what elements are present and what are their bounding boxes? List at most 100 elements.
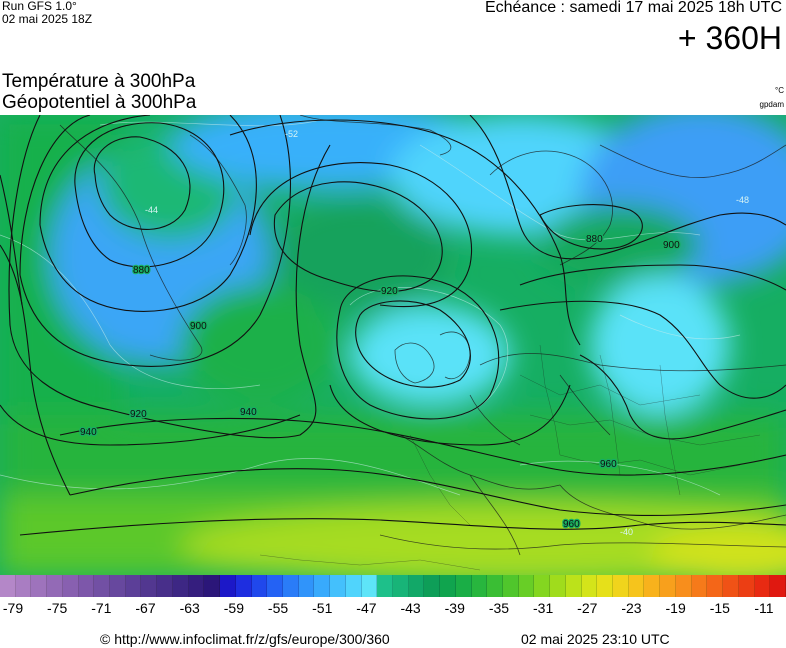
color-scale-label: -15 [709,600,730,616]
color-scale-cell [110,575,126,597]
color-scale-cell [487,575,503,597]
color-scale-cell [141,575,158,597]
color-scale-cell [125,575,142,597]
color-scale-cell [738,575,755,597]
color-scale-cell [31,575,48,597]
color-scale-label: -11 [754,600,774,616]
color-scale-cell [691,575,708,597]
color-scale-label: -75 [47,600,68,616]
color-scale-cell [78,575,95,597]
color-scale-cell [503,575,519,597]
isotherm-label: -44 [145,205,158,215]
forecast-hour: + 360H [677,20,782,56]
forecast-valid-time: Echéance : samedi 17 mai 2025 18h UTC [484,0,782,16]
color-scale-cell [660,575,676,597]
title-temperature: Température à 300hPa [2,71,196,92]
color-scale-label: -71 [91,600,112,616]
unit-temperature: °C [775,86,784,95]
color-scale-cell [47,575,63,597]
geopotential-isohypses [0,115,786,536]
color-scale-cell [471,575,488,597]
isotherm-label: -48 [736,195,749,205]
color-scale-cell [330,575,346,597]
isohypse-labels: 880 900 920 940 960 880 900 920 940 960 [79,233,682,532]
color-scale-cell [723,575,739,597]
color-scale-cell [220,575,236,597]
weather-map: 880 900 920 940 960 880 900 920 940 960 … [0,115,786,575]
isohypse-label: 880 [586,234,603,245]
isotherm-label: -40 [620,527,633,537]
color-scale-label: -67 [135,600,156,616]
color-scale-label: -79 [2,600,24,616]
color-scale-label: -19 [665,600,686,616]
color-scale-labels: -79 -75 -71 -67 -63 -59 -55 -51 -47 -43 -39 -35 -31 -… [0,600,786,618]
color-scale-label: -63 [179,600,200,616]
run-label: Run GFS 1.0° [2,0,77,13]
color-scale-cell [282,575,299,597]
credit-url: © http://www.infoclimat.fr/z/gfs/europe/… [100,631,390,647]
color-scale-cell [597,575,614,597]
isotherm-labels: -52 -44 -48 -40 [145,129,749,537]
color-scale-cell [565,575,582,597]
isohypse-label: 960 [600,459,617,470]
color-scale-label: -43 [400,600,421,616]
color-scale-cell [251,575,268,597]
isohypse-label: 880 [133,265,150,276]
color-scale-label: -31 [532,600,554,616]
color-scale-cell [345,575,362,597]
color-scale-label: -59 [223,600,244,616]
color-scale-cell [267,575,283,597]
color-scale-cell [298,575,315,597]
color-scale-cell [707,575,724,597]
color-scale-label: -55 [267,600,289,616]
isohypse-label: 960 [563,519,580,530]
color-scale-label: -39 [444,600,465,616]
color-scale-cell [754,575,771,597]
color-scale-cell [361,575,378,597]
color-scale-cell [644,575,661,597]
isohypse-label: 900 [190,321,207,332]
color-scale-cell [518,575,535,597]
generation-time: 02 mai 2025 23:10 UTC [521,631,670,647]
temperature-isotherms [0,119,741,496]
color-scale-cell [534,575,551,597]
color-scale-cell [188,575,205,597]
color-scale-cell [172,575,189,597]
color-scale-cell [0,575,16,597]
color-scale-cell [94,575,111,597]
color-scale-cell [770,575,786,597]
color-scale-cell [62,575,79,597]
color-scale-cell [440,575,456,597]
color-scale-cell [613,575,629,597]
run-date: 02 mai 2025 18Z [2,12,93,26]
color-scale-cell [157,575,173,597]
color-scale-cell [15,575,32,597]
temperature-field [0,115,786,575]
isohypse-label: 920 [381,286,398,297]
color-scale-cell [377,575,393,597]
isotherm-label: -52 [285,129,298,139]
color-scale-label: -27 [577,600,598,616]
unit-geopotential: gpdam [759,100,784,109]
isohypse-label: 920 [130,409,147,420]
color-scale-cell [204,575,221,597]
color-scale-cell [550,575,566,597]
color-scale-cell [392,575,409,597]
color-scale-cell [314,575,331,597]
color-scale-label: -23 [621,600,642,616]
color-scale-label: -35 [488,600,510,616]
color-scale-cell [235,575,252,597]
color-scale-cell [408,575,425,597]
color-scale-bar [0,575,786,597]
color-scale-label: -47 [356,600,377,616]
country-borders [259,344,761,571]
color-scale-cell [455,575,472,597]
isohypse-label: 940 [80,427,97,438]
title-geopotential: Géopotentiel à 300hPa [2,92,197,113]
color-scale-cell [675,575,692,597]
isohypse-label: 940 [240,407,257,418]
color-scale-cell [581,575,598,597]
color-scale-cell [628,575,645,597]
color-scale-cell [424,575,441,597]
isohypse-label: 900 [663,240,680,251]
